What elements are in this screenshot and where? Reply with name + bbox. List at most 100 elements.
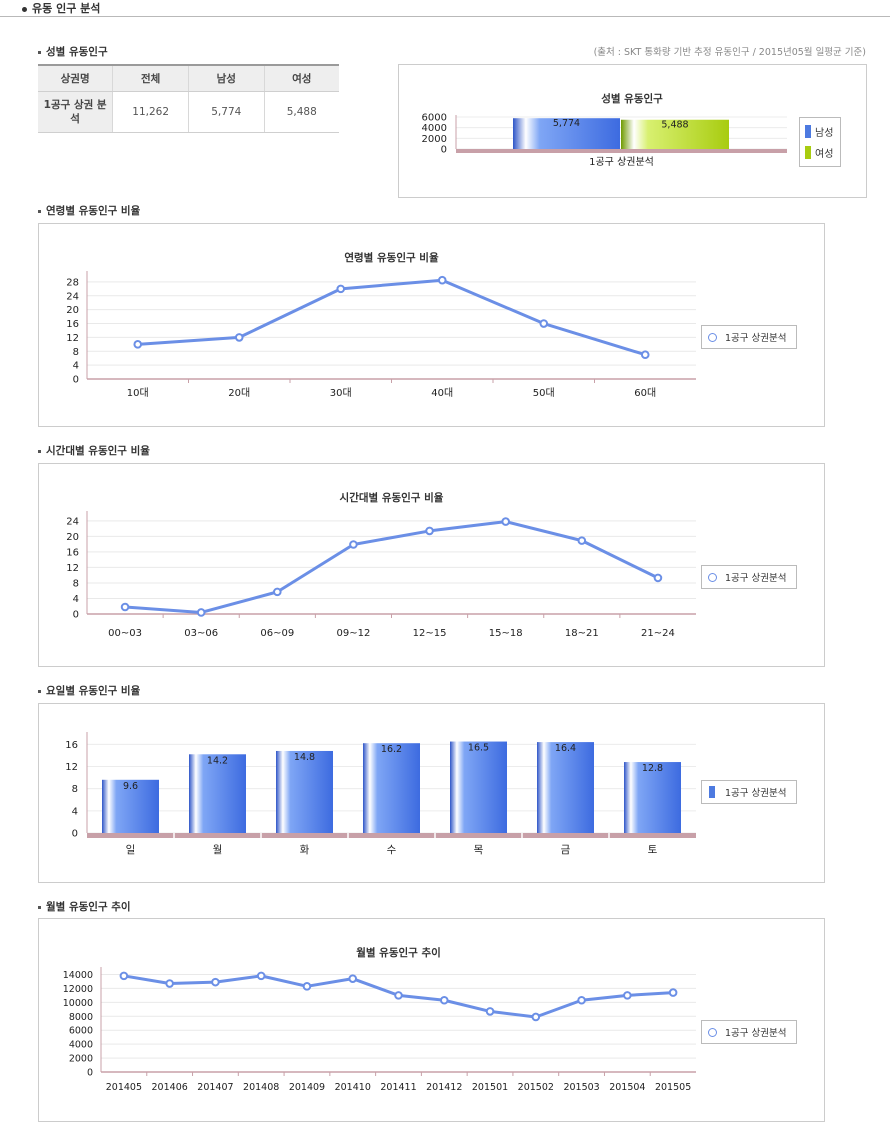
x-tick-label: 201505 — [655, 1082, 691, 1093]
y-tick-label: 4000 — [422, 123, 447, 134]
section-title-text: 성별 유동인구 — [46, 46, 108, 58]
x-tick-label: 수 — [387, 844, 397, 856]
x-tick-label: 월 — [213, 844, 223, 856]
x-tick-label: 금 — [561, 844, 571, 856]
bar-female — [621, 119, 729, 149]
legend-circle-icon — [708, 573, 717, 582]
legend-circle-icon — [708, 1028, 717, 1037]
title-divider — [0, 16, 890, 17]
bar — [537, 742, 594, 833]
y-tick-label: 8 — [72, 784, 78, 795]
data-point — [577, 536, 587, 545]
data-point — [425, 526, 434, 536]
x-tick-label: 06~09 — [260, 628, 294, 639]
x-tick-label: 50대 — [533, 387, 555, 399]
x-tick-label: 40대 — [431, 387, 453, 399]
weekday-chart-box: 0 4 8 12 16 일 9.6 월 14.2 화 14.8 수 16.2 목 16.5 금 16.4 토 12.… — [38, 703, 825, 883]
legend-label: 1공구 상권분석 — [725, 333, 787, 344]
bullet-icon — [38, 689, 41, 693]
y-tick-label: 24 — [66, 291, 79, 302]
x-tick-label: 201409 — [289, 1082, 325, 1093]
section-title-text: 연령별 유동인구 비율 — [46, 205, 141, 217]
data-label: 14.8 — [294, 752, 315, 763]
table-header: 남성 — [188, 64, 265, 92]
y-tick-label: 0 — [87, 1068, 93, 1079]
x-tick-label: 토 — [648, 844, 658, 856]
data-point — [336, 284, 346, 294]
series-line — [137, 278, 646, 357]
legend-male-label: 남성 — [815, 128, 834, 139]
x-tick-label: 21~24 — [641, 628, 675, 639]
gender-table: 상권명 전체 남성 여성 1공구 상권 분석 11,262 5,774 5,48… — [38, 64, 339, 133]
y-tick-label: 4 — [72, 806, 78, 817]
weekday-chart: 0 4 8 12 16 일 9.6 월 14.2 화 14.8 수 16.2 목 16.5 금 16.4 토 12.… — [65, 732, 696, 856]
table-header: 전체 — [112, 64, 189, 92]
data-point — [577, 995, 586, 1005]
y-tick-label: 0 — [73, 375, 79, 386]
data-label: 14.2 — [207, 755, 228, 766]
time-legend: 1공구 상권분석 — [701, 565, 797, 589]
bar — [450, 741, 507, 833]
bar — [102, 779, 159, 833]
y-tick-label: 6000 — [422, 113, 447, 124]
x-tick-label: 화 — [300, 844, 310, 856]
y-tick-label: 20 — [66, 532, 79, 543]
x-tick-label: 30대 — [330, 387, 352, 399]
y-tick-label: 12000 — [63, 984, 93, 995]
x-tick-label: 201501 — [472, 1082, 508, 1093]
data-point — [133, 340, 143, 349]
y-tick-label: 12 — [66, 333, 79, 344]
x-tick-label: 201503 — [563, 1082, 599, 1093]
table-row: 1공구 상권 분석 11,262 5,774 5,488 — [38, 91, 339, 133]
data-point — [439, 995, 449, 1005]
y-tick-label: 0 — [73, 610, 79, 621]
chart-title: 시간대별 유동인구 비율 — [340, 491, 444, 504]
x-tick-label: 09~12 — [337, 628, 371, 639]
x-tick-label: 일 — [126, 843, 136, 856]
series-line — [124, 520, 659, 614]
data-label: 16.2 — [381, 744, 402, 755]
table-cell-total: 11,262 — [112, 91, 189, 133]
data-point — [196, 608, 206, 617]
x-tick-label: 00~03 — [108, 628, 142, 639]
bullet-icon — [22, 6, 27, 12]
y-tick-label: 4 — [73, 594, 79, 605]
data-point — [348, 974, 358, 983]
table-cell-name: 1공구 상권 분석 — [38, 91, 113, 133]
x-tick-label: 201412 — [426, 1082, 462, 1093]
x-tick-label: 12~15 — [413, 628, 447, 639]
weekday-legend: 1공구 상권분석 — [701, 780, 797, 804]
time-chart-box: 시간대별 유동인구 비율 0 4 8 12 16 20 24 00~03 03~06 06~09 09… — [38, 463, 825, 667]
monthly-legend: 1공구 상권분석 — [701, 1020, 797, 1044]
x-tick-label: 10대 — [127, 387, 149, 399]
data-label: 16.4 — [555, 743, 576, 754]
section-title-weekday: 요일별 유동인구 비율 — [38, 683, 140, 698]
bullet-icon — [38, 209, 41, 213]
y-tick-label: 4000 — [69, 1040, 93, 1051]
x-tick-label: 201411 — [380, 1082, 416, 1093]
data-label: 12.8 — [642, 763, 663, 774]
x-tick-label: 목 — [474, 844, 484, 856]
age-legend: 1공구 상권분석 — [701, 325, 797, 349]
bar — [363, 743, 420, 833]
data-point — [302, 982, 312, 991]
y-tick-label: 0 — [72, 829, 78, 840]
chart-title: 월별 유동인구 추이 — [356, 946, 441, 959]
data-point — [539, 319, 549, 328]
y-tick-label: 16 — [66, 547, 79, 558]
table-header: 여성 — [263, 64, 339, 92]
x-tick-label: 201406 — [152, 1082, 188, 1093]
data-point — [349, 540, 358, 549]
gender-legend: 남성 여성 — [799, 117, 841, 167]
y-tick-label: 8 — [73, 578, 79, 589]
x-tick-label: 15~18 — [489, 628, 523, 639]
x-tick-label: 60대 — [634, 387, 656, 399]
y-tick-label: 2000 — [69, 1054, 93, 1065]
x-tick-label: 18~21 — [565, 628, 599, 639]
x-tick-label: 201502 — [518, 1082, 554, 1093]
bar — [624, 762, 681, 833]
page-title: 유동 인구 분석 — [22, 0, 100, 16]
page-title-text: 유동 인구 분석 — [32, 2, 101, 15]
bullet-icon — [38, 905, 41, 909]
chart-title: 연령별 유동인구 비율 — [344, 251, 439, 264]
